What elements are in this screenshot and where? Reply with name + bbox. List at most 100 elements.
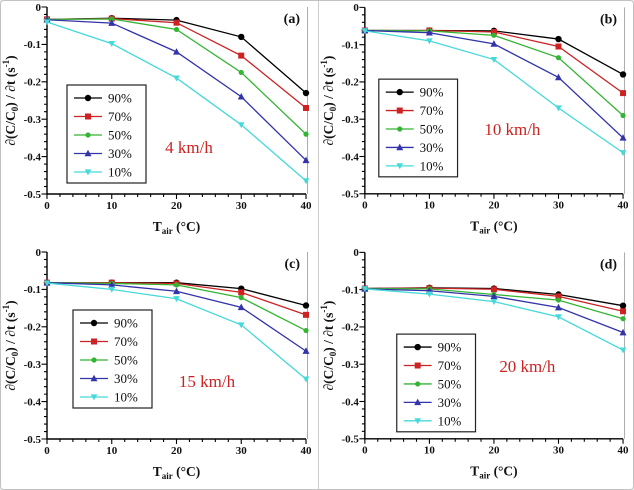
marker-triangle-up	[425, 28, 433, 36]
y-axis-title: ∂(C/C0) / ∂t (s-1)	[1, 55, 20, 145]
legend: 90% 70% 50% 30% 10%	[66, 84, 147, 184]
marker-circle-small	[173, 282, 180, 288]
x-tick-label: 20	[488, 200, 499, 212]
legend: 90% 70% 50% 30% 10%	[378, 78, 459, 178]
marker-triangle-up	[555, 303, 562, 311]
marker-circle-small	[491, 32, 497, 38]
legend-label: 70%	[420, 103, 444, 118]
series-30%	[361, 26, 627, 141]
marker-triangle-down	[555, 314, 562, 321]
chart-panel-b: 0 10 20 30 40 0 -0.1 -0.2 -0.3 -0.4 -0.5 Tair (°C) ∂…	[318, 1, 633, 246]
series-10%	[43, 19, 310, 185]
y-ticks	[359, 251, 365, 440]
legend-box	[378, 78, 459, 178]
x-tick-label: 10	[106, 200, 118, 212]
y-tick-label: -0.4	[342, 396, 360, 408]
marker-circle-small	[397, 126, 403, 132]
chart-panel-a: 0 10 20 30 40 0 -0.1 -0.2 -0.3 -0.4 -0.5 Tair (°C) ∂…	[1, 1, 318, 246]
chart-panel-d: 0 10 20 30 40 0 -0.1 -0.2 -0.3 -0.4 -0.5 Tair (°C) ∂…	[318, 246, 633, 489]
x-axis-title: Tair (°C)	[153, 219, 201, 236]
marker-square	[555, 43, 562, 50]
y-ticks	[41, 6, 47, 195]
marker-circle	[238, 33, 245, 41]
chart-panel-c: 0 10 20 30 40 0 -0.1 -0.2 -0.3 -0.4 -0.5 Tair (°C) ∂…	[1, 246, 318, 489]
legend-box	[66, 84, 147, 184]
y-tick-label: -0.1	[24, 284, 41, 296]
legend: 90% 70% 50% 30% 10%	[72, 309, 153, 409]
marker-triangle-down	[237, 122, 245, 129]
marker-triangle-up	[237, 303, 245, 311]
marker-triangle-up	[237, 92, 245, 100]
marker-square	[396, 107, 403, 114]
marker-circle-small	[620, 112, 626, 119]
series-10%	[43, 280, 310, 383]
marker-triangle-down	[490, 56, 498, 63]
legend: 90% 70% 50% 30% 10%	[396, 333, 477, 433]
marker-triangle-down	[302, 376, 310, 383]
marker-circle-small	[238, 69, 244, 76]
marker-circle	[84, 94, 92, 102]
marker-triangle-up	[173, 48, 180, 55]
legend-label: 50%	[108, 128, 132, 143]
marker-square	[303, 104, 309, 111]
marker-circle-small	[109, 16, 115, 22]
marker-triangle-down	[426, 38, 433, 45]
marker-triangle-down	[43, 19, 51, 26]
y-tick-label: 0	[36, 2, 42, 14]
marker-circle-small	[238, 295, 244, 301]
y-tick-label: -0.2	[342, 77, 359, 89]
legend-label: 50%	[420, 121, 444, 136]
x-tick-label: 30	[553, 200, 564, 212]
x-ticks	[364, 193, 624, 199]
x-tick-label: 0	[44, 200, 50, 212]
y-tick-label: -0.2	[24, 77, 42, 89]
marker-circle	[414, 343, 421, 351]
marker-square	[620, 90, 627, 97]
y-tick-label: -0.3	[342, 114, 360, 126]
x-tick-label: 20	[171, 200, 183, 212]
legend-label: 50%	[114, 353, 138, 368]
marker-square	[414, 362, 421, 369]
marker-triangle-down	[173, 75, 180, 82]
x-ticks	[364, 438, 624, 444]
marker-circle	[302, 89, 310, 97]
marker-triangle-down	[237, 322, 245, 329]
y-tick-label: -0.4	[342, 151, 360, 163]
y-tick-label: -0.1	[24, 39, 41, 51]
y-tick-label: -0.5	[342, 189, 360, 201]
marker-triangle-up	[490, 292, 498, 300]
marker-square	[238, 289, 245, 296]
marker-square	[490, 28, 497, 35]
marker-triangle-down	[619, 150, 627, 157]
y-tick-label: 0	[353, 247, 359, 259]
marker-circle-small	[173, 26, 180, 33]
wind-speed-annotation: 20 km/h	[499, 357, 556, 376]
legend-label: 10%	[438, 413, 462, 428]
panel-letter: (b)	[600, 12, 617, 27]
y-tick-label: -0.1	[342, 284, 359, 296]
marker-circle-small	[85, 132, 91, 138]
legend-label: 90%	[114, 316, 138, 331]
wind-speed-annotation: 15 km/h	[179, 372, 236, 391]
marker-square	[490, 286, 497, 293]
marker-triangle-up	[619, 134, 627, 141]
marker-triangle-down	[108, 286, 116, 293]
y-tick-label: -0.3	[342, 359, 360, 371]
marker-triangle-up	[414, 398, 422, 406]
y-axis-title: ∂(C/C0) / ∂t (s-1)	[319, 56, 338, 146]
marker-triangle-up	[84, 149, 92, 157]
series-10%	[361, 28, 627, 157]
y-tick-label: -0.3	[24, 114, 42, 126]
marker-circle	[619, 302, 627, 309]
legend-box	[396, 333, 477, 433]
marker-circle-small	[620, 316, 626, 322]
wind-speed-annotation: 10 km/h	[484, 120, 541, 139]
marker-triangle-up	[302, 156, 310, 164]
x-axis-title: Tair (°C)	[470, 464, 517, 481]
legend-label: 10%	[114, 390, 138, 405]
marker-circle-small	[303, 327, 309, 334]
marker-triangle-down	[619, 347, 627, 354]
x-tick-label: 40	[301, 445, 313, 457]
marker-triangle-down	[361, 286, 369, 293]
marker-circle-small	[303, 131, 309, 137]
